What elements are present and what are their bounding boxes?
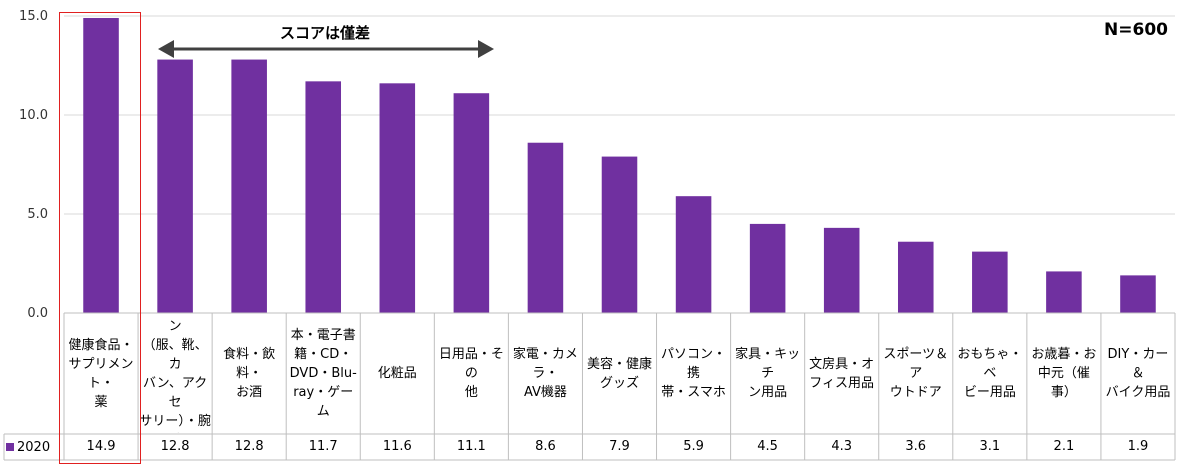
category-label-line: パソコン・携 — [661, 347, 727, 381]
category-label: お歳暮・お中元（催事） — [1028, 314, 1100, 433]
value-label: 3.1 — [979, 439, 1001, 454]
value-label: 11.6 — [382, 439, 412, 454]
category-label-line: 薬 — [94, 394, 108, 410]
category-label-line: 事） — [1050, 385, 1077, 400]
y-tick-label: 5.0 — [27, 207, 48, 222]
category-label: 日用品・その他 — [435, 314, 507, 433]
category-label-line: 日用品・その — [438, 347, 504, 381]
category-label-line: おもちゃ・ベ — [957, 347, 1023, 381]
category-label-line: 健康食品・ — [68, 337, 134, 353]
category-label: 化粧品 — [361, 314, 433, 433]
category-label-line: 化粧品 — [377, 366, 417, 381]
category-label-line: 文房具・オ — [809, 356, 875, 372]
value-label: 14.9 — [86, 439, 116, 454]
category-label-line: バン、アクセ — [142, 375, 208, 410]
category-label-line: グッズ — [599, 375, 639, 391]
bar — [453, 93, 490, 313]
category-label-line: 美容・健康 — [586, 356, 652, 372]
category-label-line: ウトドア — [889, 385, 942, 400]
category-label: 美容・健康 グッズ — [583, 314, 655, 433]
category-label-line: バイク用品 — [1105, 385, 1171, 400]
category-label-line: AV機器 — [523, 385, 567, 400]
bar — [897, 241, 934, 313]
y-tick-label: 15.0 — [19, 9, 48, 24]
value-label: 3.6 — [905, 439, 927, 454]
category-label: スポーツ＆アウトドア — [880, 314, 952, 433]
y-axis-ticks: 0.0 5.0 10.0 15.0 — [19, 9, 48, 321]
y-tick-label: 10.0 — [19, 108, 48, 123]
category-label: DIY・カー＆ バイク用品 — [1102, 314, 1174, 433]
data-table-grid — [3, 312, 1176, 461]
category-label-line: ファッション — [143, 314, 208, 334]
legend-swatch — [6, 443, 14, 451]
bar — [1046, 271, 1082, 313]
bar — [379, 83, 416, 313]
value-label: 2.1 — [1053, 439, 1075, 454]
value-label: 12.8 — [160, 439, 190, 454]
bar — [527, 142, 564, 313]
bar — [749, 223, 786, 313]
bars — [83, 17, 1156, 314]
bar — [83, 17, 119, 313]
category-label: 本・電子書籍・CD・ DVD・Blu-ray・ゲーム — [287, 314, 359, 433]
y-tick-label: 0.0 — [27, 306, 48, 321]
category-label: 家電・カメラ・ AV機器 — [509, 314, 581, 433]
sample-size-label: N=600 — [1104, 20, 1168, 40]
bar — [601, 156, 638, 313]
category-label-line: 家具・キッチ — [735, 347, 801, 381]
category-label: 家具・キッチ ン用品 — [732, 314, 804, 433]
category-label-line: サリー）・腕 — [139, 413, 211, 429]
value-label: 12.8 — [234, 439, 264, 454]
category-label-line: DVD・Blu- — [289, 366, 357, 381]
category-label-line: ビー用品 — [963, 385, 1016, 400]
category-label-line: サプリメント・ — [68, 356, 134, 391]
legend: 2020 — [6, 434, 62, 460]
value-label: 7.9 — [609, 439, 630, 454]
bar — [231, 59, 267, 314]
category-label-line: 中元（催 — [1037, 366, 1090, 381]
value-label: 1.9 — [1127, 439, 1149, 454]
category-label-line: 帯・スマホ — [661, 385, 726, 400]
value-label: 11.7 — [308, 439, 338, 454]
category-label: おもちゃ・ベビー用品 — [954, 314, 1026, 433]
value-label: 8.6 — [535, 439, 556, 454]
double-arrow-icon — [158, 40, 494, 58]
bar — [823, 227, 860, 313]
bar — [675, 196, 712, 313]
category-label-line: スポーツ＆ア — [883, 347, 949, 381]
legend-label: 2020 — [17, 439, 51, 455]
category-label-line: フィス用品 — [809, 375, 875, 391]
category-label-line: DIY・カー＆ — [1107, 347, 1169, 381]
value-label: 4.5 — [757, 439, 778, 454]
value-label: 4.3 — [831, 439, 853, 454]
category-label: 健康食品・サプリメント・薬 — [65, 314, 137, 433]
category-label-line: ray・ゲーム — [293, 385, 354, 419]
bar — [1120, 275, 1156, 313]
bar — [157, 59, 193, 314]
value-label: 11.1 — [456, 439, 486, 454]
category-label: 食料・飲料・ お酒 — [213, 314, 285, 433]
category-label-line: ン用品 — [748, 385, 788, 400]
category-label-line: 本・電子書 — [290, 328, 356, 343]
category-label-line: 家電・カメラ・ — [512, 347, 578, 381]
category-label-line: お歳暮・お — [1031, 347, 1097, 362]
category-label-line: 食料・飲料・ — [223, 347, 276, 381]
category-label-line: 他 — [464, 385, 478, 400]
category-label-line: （服、靴、カ — [142, 337, 208, 372]
category-label-line: 時計 — [139, 431, 211, 434]
highlight-box — [59, 12, 141, 464]
category-label: 文房具・オフィス用品 — [806, 314, 878, 433]
category-label-line: 籍・CD・ — [294, 347, 353, 362]
bar — [305, 81, 342, 313]
category-label-line: お酒 — [236, 385, 263, 400]
annotation-label: スコアは僅差 — [279, 24, 370, 42]
bar — [972, 251, 1008, 313]
category-label: パソコン・携帯・スマホ — [658, 314, 730, 433]
value-label: 5.9 — [683, 439, 704, 454]
